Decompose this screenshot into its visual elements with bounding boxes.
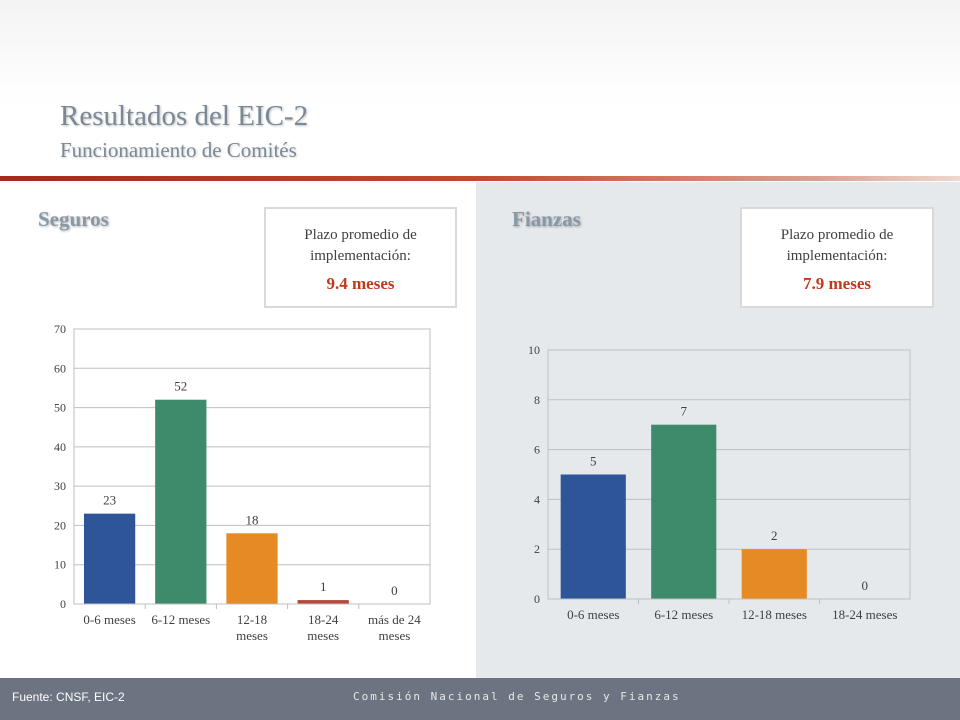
seguros-y-tick-label: 60: [54, 361, 66, 375]
seguros-y-tick-label: 70: [54, 322, 66, 336]
fianzas-y-tick-label: 0: [534, 592, 540, 606]
footer-source: Fuente: CNSF, EIC-2: [12, 690, 125, 704]
seguros-info-value: 9.4 meses: [326, 274, 395, 293]
fianzas-bar: [741, 549, 807, 599]
seguros-data-label: 1: [320, 579, 327, 594]
fianzas-bar-chart: 0 2 4 6 8 10 5 0-6 meses 7 6-12 meses 2 12-18 meses…: [528, 343, 911, 622]
fianzas-x-tick-label: 12-18 meses: [742, 607, 807, 622]
seguros-info-box: Plazo promedio de implementación: 9.4 me…: [264, 207, 457, 308]
fianzas-y-tick-label: 8: [534, 393, 540, 407]
seguros-x-tick-label: 0-6 meses: [83, 612, 135, 627]
fianzas-bar: [560, 474, 626, 599]
fianzas-info-label: Plazo promedio de implementación:: [780, 227, 894, 264]
header-divider: [0, 176, 960, 181]
footer-bar: Fuente: CNSF, EIC-2 Comisión Nacional de…: [0, 678, 960, 720]
fianzas-data-label: 0: [862, 578, 869, 593]
seguros-y-tick-label: 40: [54, 440, 66, 454]
seguros-x-tick-label: 12-18 meses: [236, 612, 268, 643]
fianzas-heading: Fianzas: [512, 207, 581, 231]
seguros-data-label: 18: [246, 512, 259, 527]
fianzas-data-label: 5: [590, 454, 597, 469]
seguros-y-tick-label: 10: [54, 558, 66, 572]
seguros-y-tick-label: 30: [54, 479, 66, 493]
fianzas-info-value: 7.9 meses: [803, 274, 871, 293]
fianzas-info-box: Plazo promedio de implementación: 7.9 me…: [740, 207, 934, 308]
seguros-info-label: Plazo promedio de implementación:: [304, 227, 417, 264]
seguros-x-tick-label: más de 24 meses: [368, 612, 421, 643]
seguros-heading: Seguros: [38, 207, 109, 231]
fianzas-x-tick-label: 6-12 meses: [654, 607, 713, 622]
seguros-bar: [297, 600, 349, 604]
seguros-y-tick-label: 50: [54, 401, 66, 415]
seguros-x-tick-label: 18-24 meses: [307, 612, 339, 643]
seguros-bar: [83, 513, 136, 604]
fianzas-x-tick-label: 0-6 meses: [567, 607, 619, 622]
fianzas-data-label: 7: [681, 404, 688, 419]
header-background: [0, 0, 960, 176]
seguros-data-label: 0: [391, 583, 398, 598]
page-title: Resultados del EIC-2: [60, 100, 309, 132]
fianzas-y-tick-label: 6: [534, 443, 540, 457]
seguros-bar: [226, 533, 278, 604]
fianzas-y-tick-label: 10: [528, 343, 540, 357]
fianzas-data-label: 2: [771, 528, 778, 543]
seguros-x-tick-label: 6-12 meses: [151, 612, 210, 627]
page-subtitle: Funcionamiento de Comités: [60, 138, 297, 162]
footer-organization: Comisión Nacional de Seguros y Fianzas: [353, 690, 681, 703]
fianzas-x-tick-label: 18-24 meses: [832, 607, 897, 622]
seguros-plot-frame: [73, 328, 431, 605]
fianzas-bar: [651, 424, 717, 599]
fianzas-plot-frame: [547, 349, 911, 600]
seguros-y-tick-label: 20: [54, 518, 66, 532]
fianzas-y-tick-label: 2: [534, 542, 540, 556]
seguros-y-tick-label: 0: [60, 597, 66, 611]
seguros-bar: [155, 399, 207, 604]
fianzas-y-tick-label: 4: [534, 492, 540, 506]
seguros-data-label: 23: [103, 493, 116, 508]
seguros-data-label: 52: [174, 379, 187, 394]
